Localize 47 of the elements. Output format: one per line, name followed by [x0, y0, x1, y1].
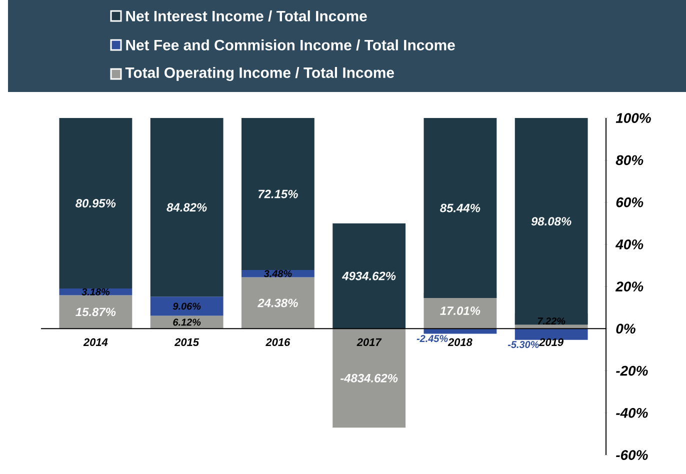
bar [242, 277, 314, 329]
data-label: -2.45% [416, 335, 448, 342]
bar [514, 328, 588, 340]
data-label: 85.44% [440, 204, 480, 212]
x-tick-label: 2014 [83, 338, 108, 346]
y-tick-label: 20% [615, 282, 644, 292]
bar [332, 223, 406, 329]
bar [242, 118, 314, 270]
data-label: 7.22% [538, 318, 566, 325]
data-label: 84.82% [166, 203, 207, 212]
legend-label: Net Interest Income / Total Income [126, 10, 367, 22]
annotation: 4934.62% [342, 272, 396, 280]
y-tick-label: -60% [616, 450, 648, 460]
data-label: 24.38% [257, 298, 298, 308]
data-label: 6.12% [173, 318, 201, 326]
bar [514, 118, 588, 325]
y-tick-label: -40% [616, 408, 648, 418]
bar [332, 328, 406, 428]
data-label: 3.48% [264, 270, 292, 278]
data-label: 9.06% [172, 302, 201, 310]
bar [59, 295, 132, 329]
annotation: -4834.62% [340, 374, 398, 382]
legend-label: Net Fee and Commision Income / Total Income [126, 39, 455, 51]
data-label: 98.08% [531, 217, 572, 226]
x-tick-label: 2018 [448, 338, 472, 346]
bar [59, 118, 132, 289]
legend-label: Total Operating Income / Total Income [125, 66, 394, 81]
data-label: 15.87% [76, 308, 116, 316]
y-tick-label: 80% [616, 155, 644, 166]
data-label: -5.30% [508, 341, 539, 348]
bar [150, 296, 224, 316]
y-tick-label: 0% [616, 324, 636, 334]
y-tick-label: -20% [616, 366, 648, 376]
y-tick-label: 40% [615, 239, 644, 250]
x-tick-label: 2019 [538, 338, 564, 346]
x-tick-label: 2016 [266, 338, 290, 346]
data-label: 3.18% [82, 288, 110, 296]
y-tick-label: 60% [616, 197, 644, 208]
x-tick-label: 2017 [356, 338, 382, 346]
bar [150, 118, 224, 297]
data-label: 80.95% [76, 199, 116, 208]
data-label: 72.15% [258, 190, 298, 198]
bar [424, 328, 497, 334]
bar [424, 118, 497, 298]
y-tick-label: 100% [616, 113, 651, 123]
x-tick-label: 2015 [174, 338, 200, 346]
data-label: 17.01% [440, 306, 480, 315]
